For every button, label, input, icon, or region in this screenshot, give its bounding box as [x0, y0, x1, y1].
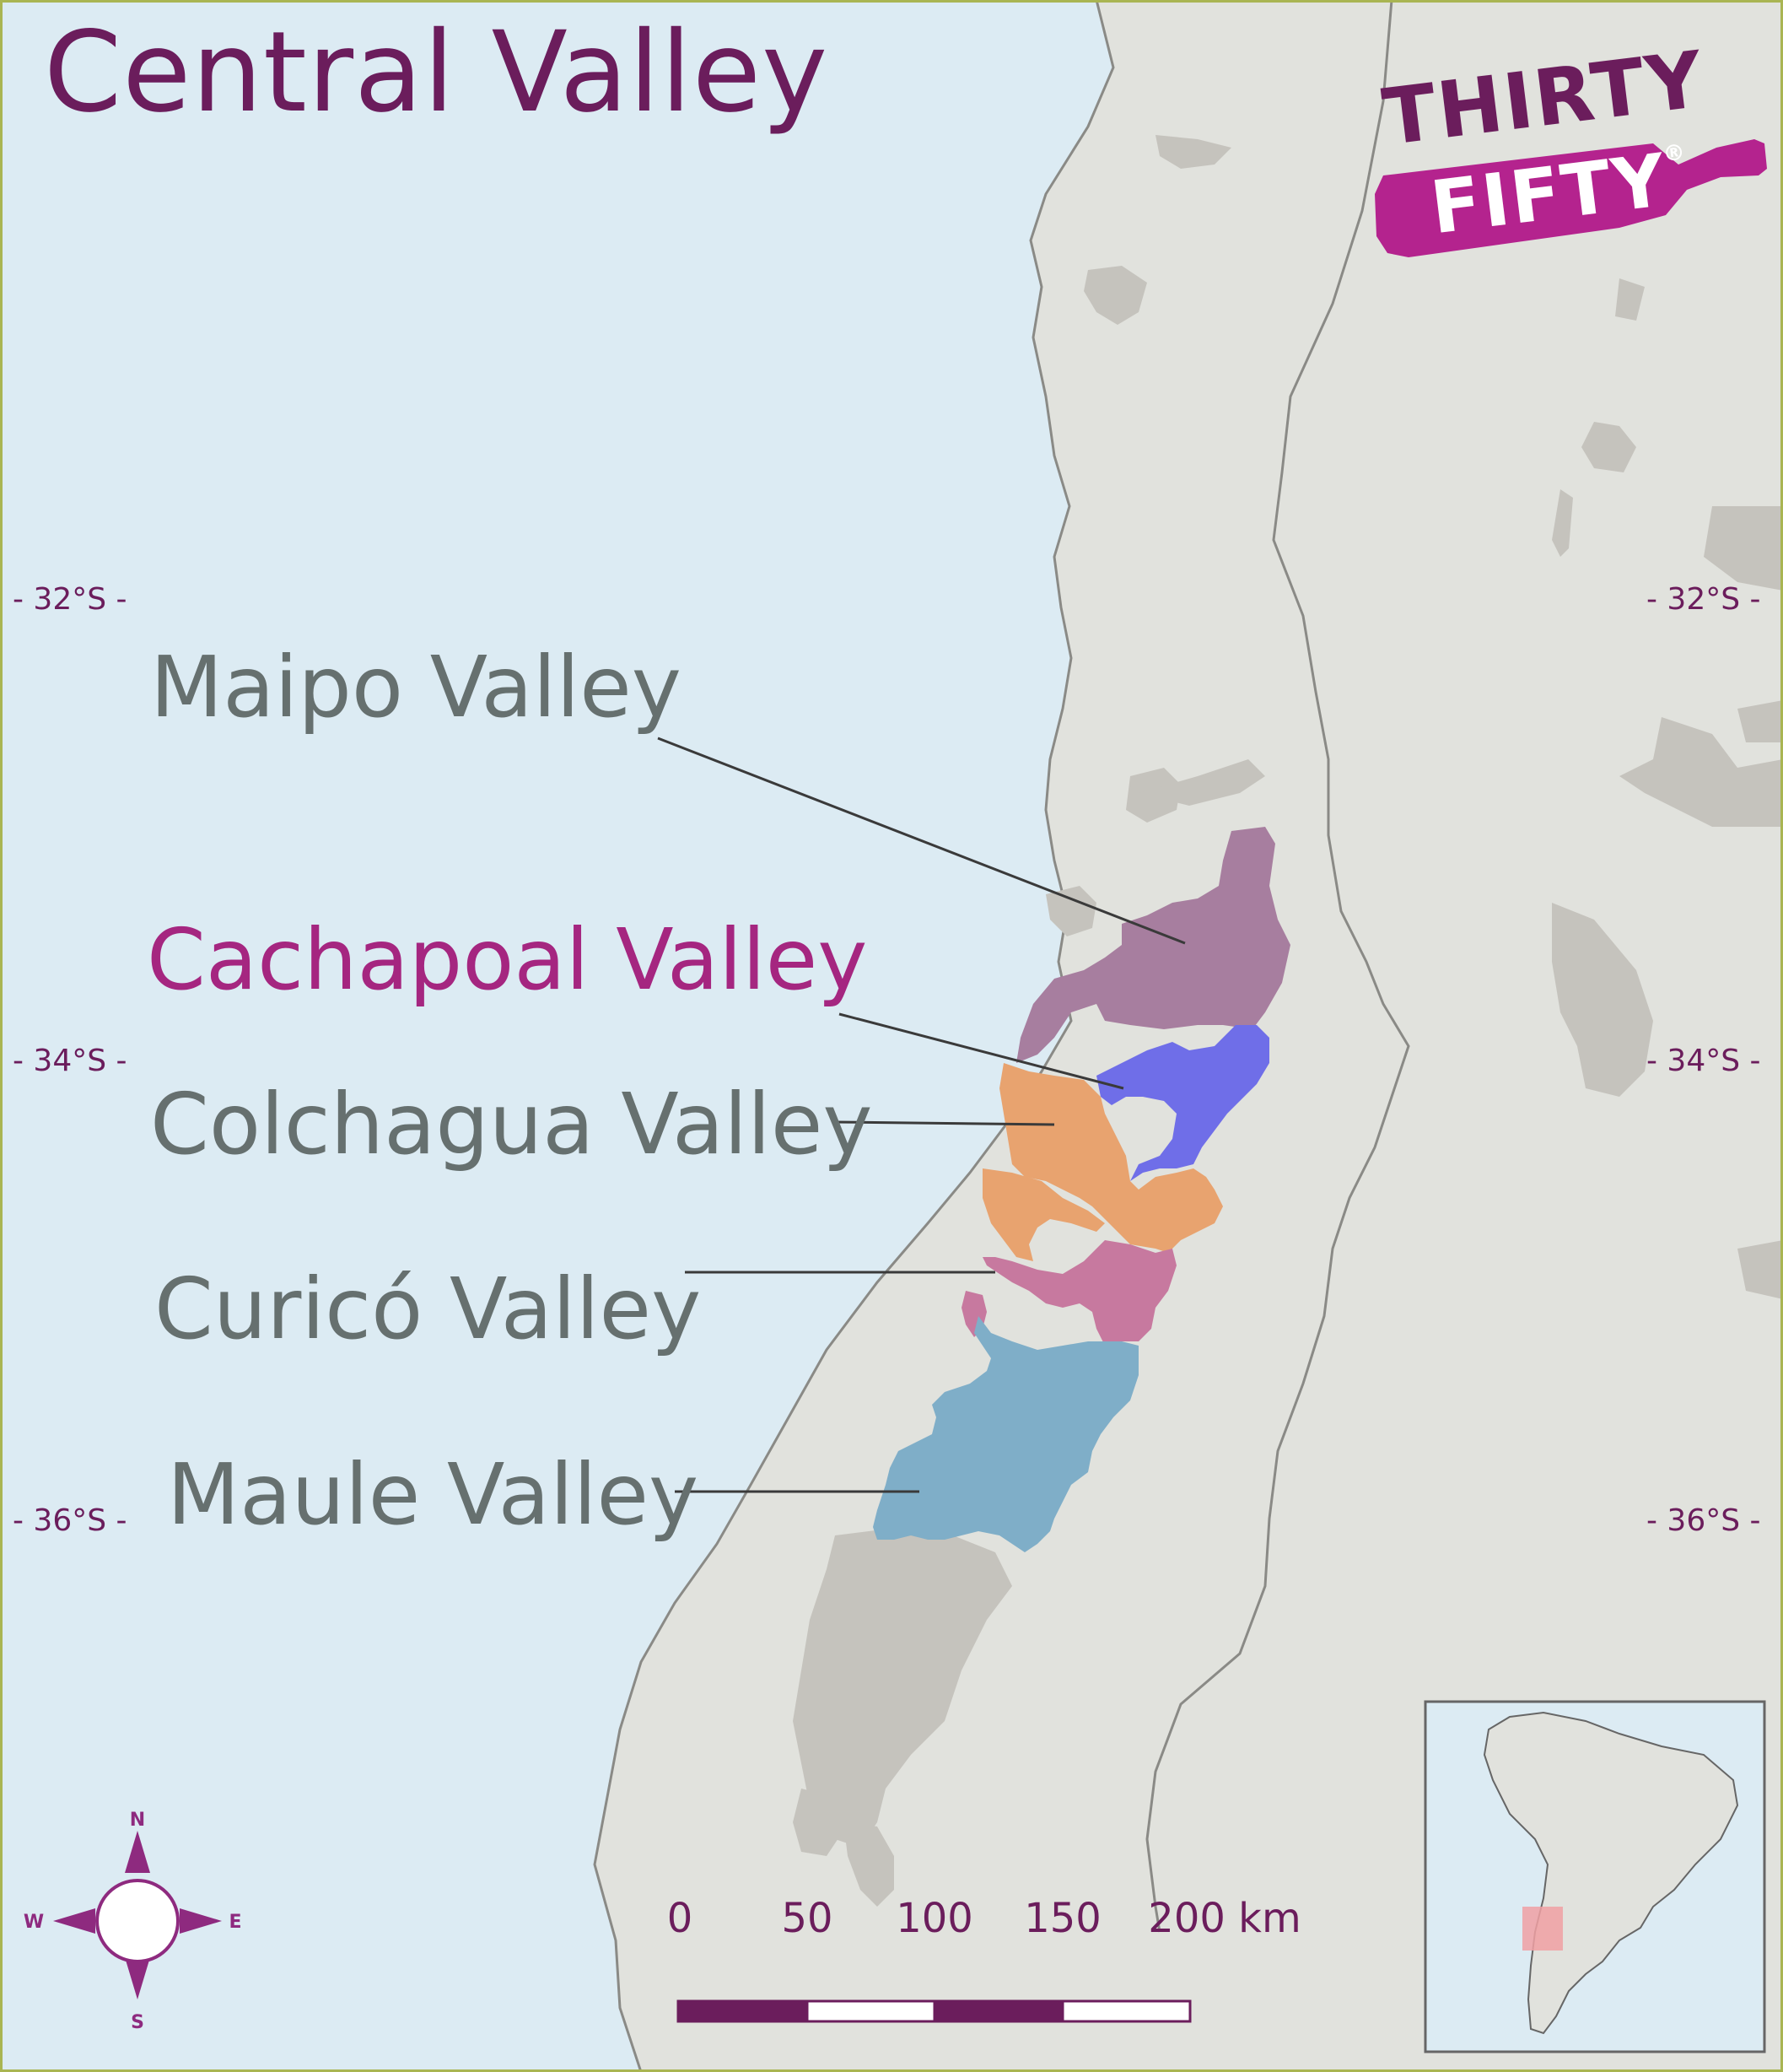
lat-label-34-right: - 34°S - [1646, 1044, 1761, 1078]
inset-south-america [1483, 1711, 1739, 2035]
logo-registered-mark: ® [1662, 139, 1689, 168]
thirty-fifty-logo: THIRTY FIFTY® [1375, 34, 1771, 266]
region-label-maule: Maule Valley [167, 1445, 699, 1544]
compass-s: S [131, 2012, 144, 2033]
scale-tick-150: 150 [1024, 1895, 1102, 1942]
scale-tick-200: 200 km [1148, 1895, 1301, 1942]
region-label-maipo: Maipo Valley [150, 638, 681, 737]
curico-valley-region [983, 1240, 1177, 1346]
scale-tick-0: 0 [666, 1895, 693, 1942]
wine-regions [873, 827, 1290, 1552]
border-line [1145, 0, 1410, 1933]
scale-seg-3 [933, 1999, 1064, 2023]
maipo-valley-region [1016, 827, 1290, 1063]
logo-fifty-word: FIFTY [1426, 138, 1672, 251]
compass-e: E [229, 1912, 242, 1933]
region-label-curico: Curicó Valley [154, 1260, 702, 1358]
lat-label-36-left: - 36°S - [13, 1503, 127, 1538]
inset-map [1424, 1700, 1766, 2053]
scale-seg-4 [1061, 1999, 1192, 2023]
logo-fifty-text: FIFTY® [1426, 138, 1694, 251]
inset-region-marker [1522, 1907, 1563, 1951]
region-label-colchagua: Colchagua Valley [150, 1075, 873, 1174]
compass-ring [95, 1879, 180, 1963]
terrain-patches [793, 135, 1783, 1907]
compass-n: N [129, 1810, 146, 1831]
leader-lines [657, 737, 1186, 1493]
cachapoal-valley-region [1096, 1025, 1269, 1181]
maule-valley-region [873, 1316, 1139, 1552]
colchagua-valley-region-west [983, 1168, 1105, 1261]
lat-label-36-right: - 36°S - [1646, 1503, 1761, 1538]
scale-seg-1 [676, 1999, 809, 2023]
scale-tick-50: 50 [781, 1895, 833, 1942]
map-title: Central Valley [44, 8, 829, 138]
compass-w: W [23, 1912, 45, 1933]
compass-rose [53, 1831, 222, 1999]
region-label-cachapoal: Cachapoal Valley [147, 910, 868, 1009]
scale-bar [676, 1999, 1192, 2023]
lat-label-32-left: - 32°S - [13, 582, 127, 617]
lat-label-32-right: - 32°S - [1646, 582, 1761, 617]
lat-label-34-left: - 34°S - [13, 1044, 127, 1078]
logo-bottle [1375, 139, 1767, 257]
colchagua-valley-region [999, 1063, 1223, 1253]
scale-tick-100: 100 [896, 1895, 973, 1942]
scale-seg-2 [805, 1999, 936, 2023]
